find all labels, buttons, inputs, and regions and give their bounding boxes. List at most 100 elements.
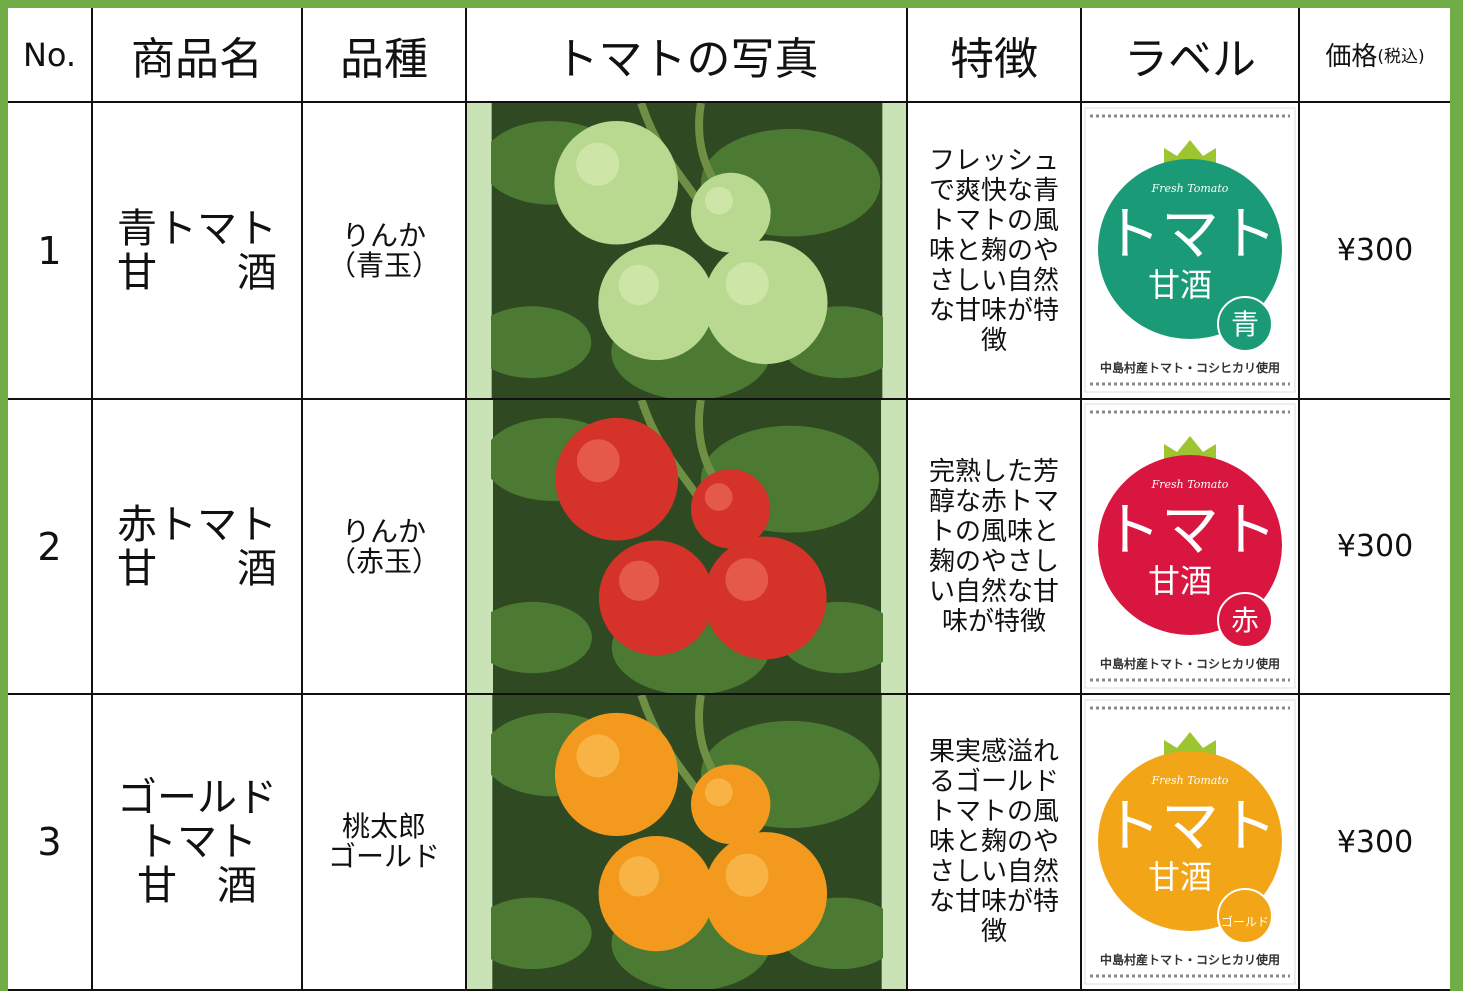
label-footer: 中島村産トマト・コシヒカリ使用 <box>1100 656 1280 671</box>
product-name: 赤トマト甘 酒 <box>93 400 303 695</box>
variety-line: 桃太郎 <box>341 810 426 843</box>
feature-line: るゴールド <box>928 767 1059 797</box>
label-title: トマト <box>1103 200 1277 268</box>
label-brand: Fresh Tomato <box>1151 478 1229 491</box>
name-line: 甘 酒 <box>117 545 277 592</box>
feature-line: トマトの風 <box>928 205 1059 236</box>
feature-line: さしい自然 <box>928 265 1059 296</box>
tomato <box>554 712 678 837</box>
crown <box>1164 436 1216 460</box>
tomato <box>553 120 678 245</box>
label-sub: 甘酒 <box>1148 562 1212 600</box>
tomato <box>690 172 771 253</box>
tomato <box>690 469 770 549</box>
leaf <box>490 601 592 674</box>
variety-line: ゴールド <box>327 840 440 873</box>
feature-line: で爽快な青 <box>928 175 1059 206</box>
label-badge-text: 赤 <box>1231 604 1259 637</box>
tomato-highlight <box>618 560 659 601</box>
product-name: 青トマト甘 酒 <box>93 103 303 400</box>
row-number: 3 <box>8 695 93 991</box>
header-cell: 価格 (税込) <box>1300 8 1450 103</box>
label-title: トマト <box>1103 496 1277 564</box>
header-cell: トマトの写真 <box>467 8 908 103</box>
header-cell: 商品名 <box>93 8 303 103</box>
feature-line: 味と麹のや <box>928 235 1059 266</box>
feature-line: い自然な甘 <box>928 576 1059 607</box>
name-line: 甘 酒 <box>117 249 277 296</box>
price: ¥300 <box>1300 400 1450 695</box>
label-sub: 甘酒 <box>1148 266 1212 304</box>
label-cell: Fresh Tomato トマト 甘酒赤中島村産トマト・コシヒカリ使用 <box>1082 400 1300 695</box>
variety-line: りんか <box>341 218 426 252</box>
leaf <box>490 306 591 379</box>
feature-line: トの風味と <box>928 516 1059 547</box>
label-oval <box>1098 455 1282 635</box>
tomato-highlight <box>725 262 769 306</box>
feature-line: 味と麹のや <box>928 827 1059 857</box>
crown <box>1164 731 1216 756</box>
variety-line: りんか <box>341 514 426 548</box>
name-line: トマト <box>137 819 257 865</box>
tomato-highlight <box>704 186 733 215</box>
label-cell: Fresh Tomato トマト 甘酒ゴールド中島村産トマト・コシヒカリ使用 <box>1082 695 1300 991</box>
label-brand: Fresh Tomato <box>1151 774 1229 787</box>
label-footer: 中島村産トマト・コシヒカリ使用 <box>1100 952 1280 967</box>
header-note: (税込) <box>1377 47 1425 67</box>
feature-line: な甘味が特 <box>928 887 1059 917</box>
tomato-highlight <box>576 439 620 483</box>
tomato-photo <box>490 400 883 693</box>
name-line: 青トマト <box>117 205 277 252</box>
label-badge <box>1217 887 1273 944</box>
label-title: トマト <box>1103 792 1277 860</box>
header-cell: 品種 <box>303 8 467 103</box>
feature-line: 麹のやさし <box>928 546 1059 577</box>
tomato-photo <box>490 695 883 989</box>
name-line: 甘 酒 <box>137 863 257 909</box>
tomato-highlight <box>575 142 619 186</box>
feature-line: な甘味が特 <box>928 295 1059 326</box>
tomato <box>703 536 827 660</box>
feature-line: トマトの風 <box>928 797 1059 827</box>
label-oval <box>1098 750 1282 931</box>
tomato-highlight <box>704 778 733 807</box>
label-badge-text: 青 <box>1231 308 1259 341</box>
label-sub: 甘酒 <box>1148 858 1212 896</box>
variety-line: （青玉） <box>327 248 440 282</box>
header-cell: No. <box>8 8 93 103</box>
product-name: ゴールド トマト甘 酒 <box>93 695 303 991</box>
photo-cell <box>467 695 908 991</box>
feature-line: 醇な赤トマ <box>928 486 1059 517</box>
feature-line: 味が特徴 <box>941 606 1046 637</box>
name-line: ゴールド <box>117 775 277 821</box>
variety: りんか （赤玉） <box>303 400 467 695</box>
feature-line: 果実感溢れ <box>928 737 1059 767</box>
price: ¥300 <box>1300 103 1450 400</box>
tomato-highlight <box>704 483 733 511</box>
tomato <box>703 240 828 365</box>
leaf <box>490 897 592 970</box>
tomato-photo <box>490 103 883 398</box>
feature-line: フレッシュ <box>928 145 1059 176</box>
variety-line: （赤玉） <box>327 544 440 578</box>
header-cell: 特徴 <box>908 8 1082 103</box>
variety: りんか （青玉） <box>303 103 467 400</box>
header-cell: ラベル <box>1082 8 1300 103</box>
tomato-highlight <box>618 264 659 306</box>
label-footer: 中島村産トマト・コシヒカリ使用 <box>1100 360 1280 375</box>
photo-cell <box>467 103 908 400</box>
label-cell: Fresh Tomato トマト 甘酒青中島村産トマト・コシヒカリ使用 <box>1082 103 1300 400</box>
label-badge-text: ゴールド <box>1221 914 1269 929</box>
price: ¥300 <box>1300 695 1450 991</box>
feature-line: 徴 <box>980 917 1007 947</box>
feature: 果実感溢れ るゴールド トマトの風 味と麹のや さしい自然 な甘味が特徴 <box>908 695 1082 991</box>
tomato-highlight <box>724 558 768 602</box>
tomato <box>690 764 770 844</box>
label-badge <box>1217 296 1273 352</box>
crown <box>1164 140 1216 164</box>
feature-line: 徴 <box>980 325 1007 356</box>
feature: フレッシュ で爽快な青 トマトの風 味と麹のや さしい自然 な甘味が特徴 <box>908 103 1082 400</box>
tomato-highlight <box>575 734 620 778</box>
